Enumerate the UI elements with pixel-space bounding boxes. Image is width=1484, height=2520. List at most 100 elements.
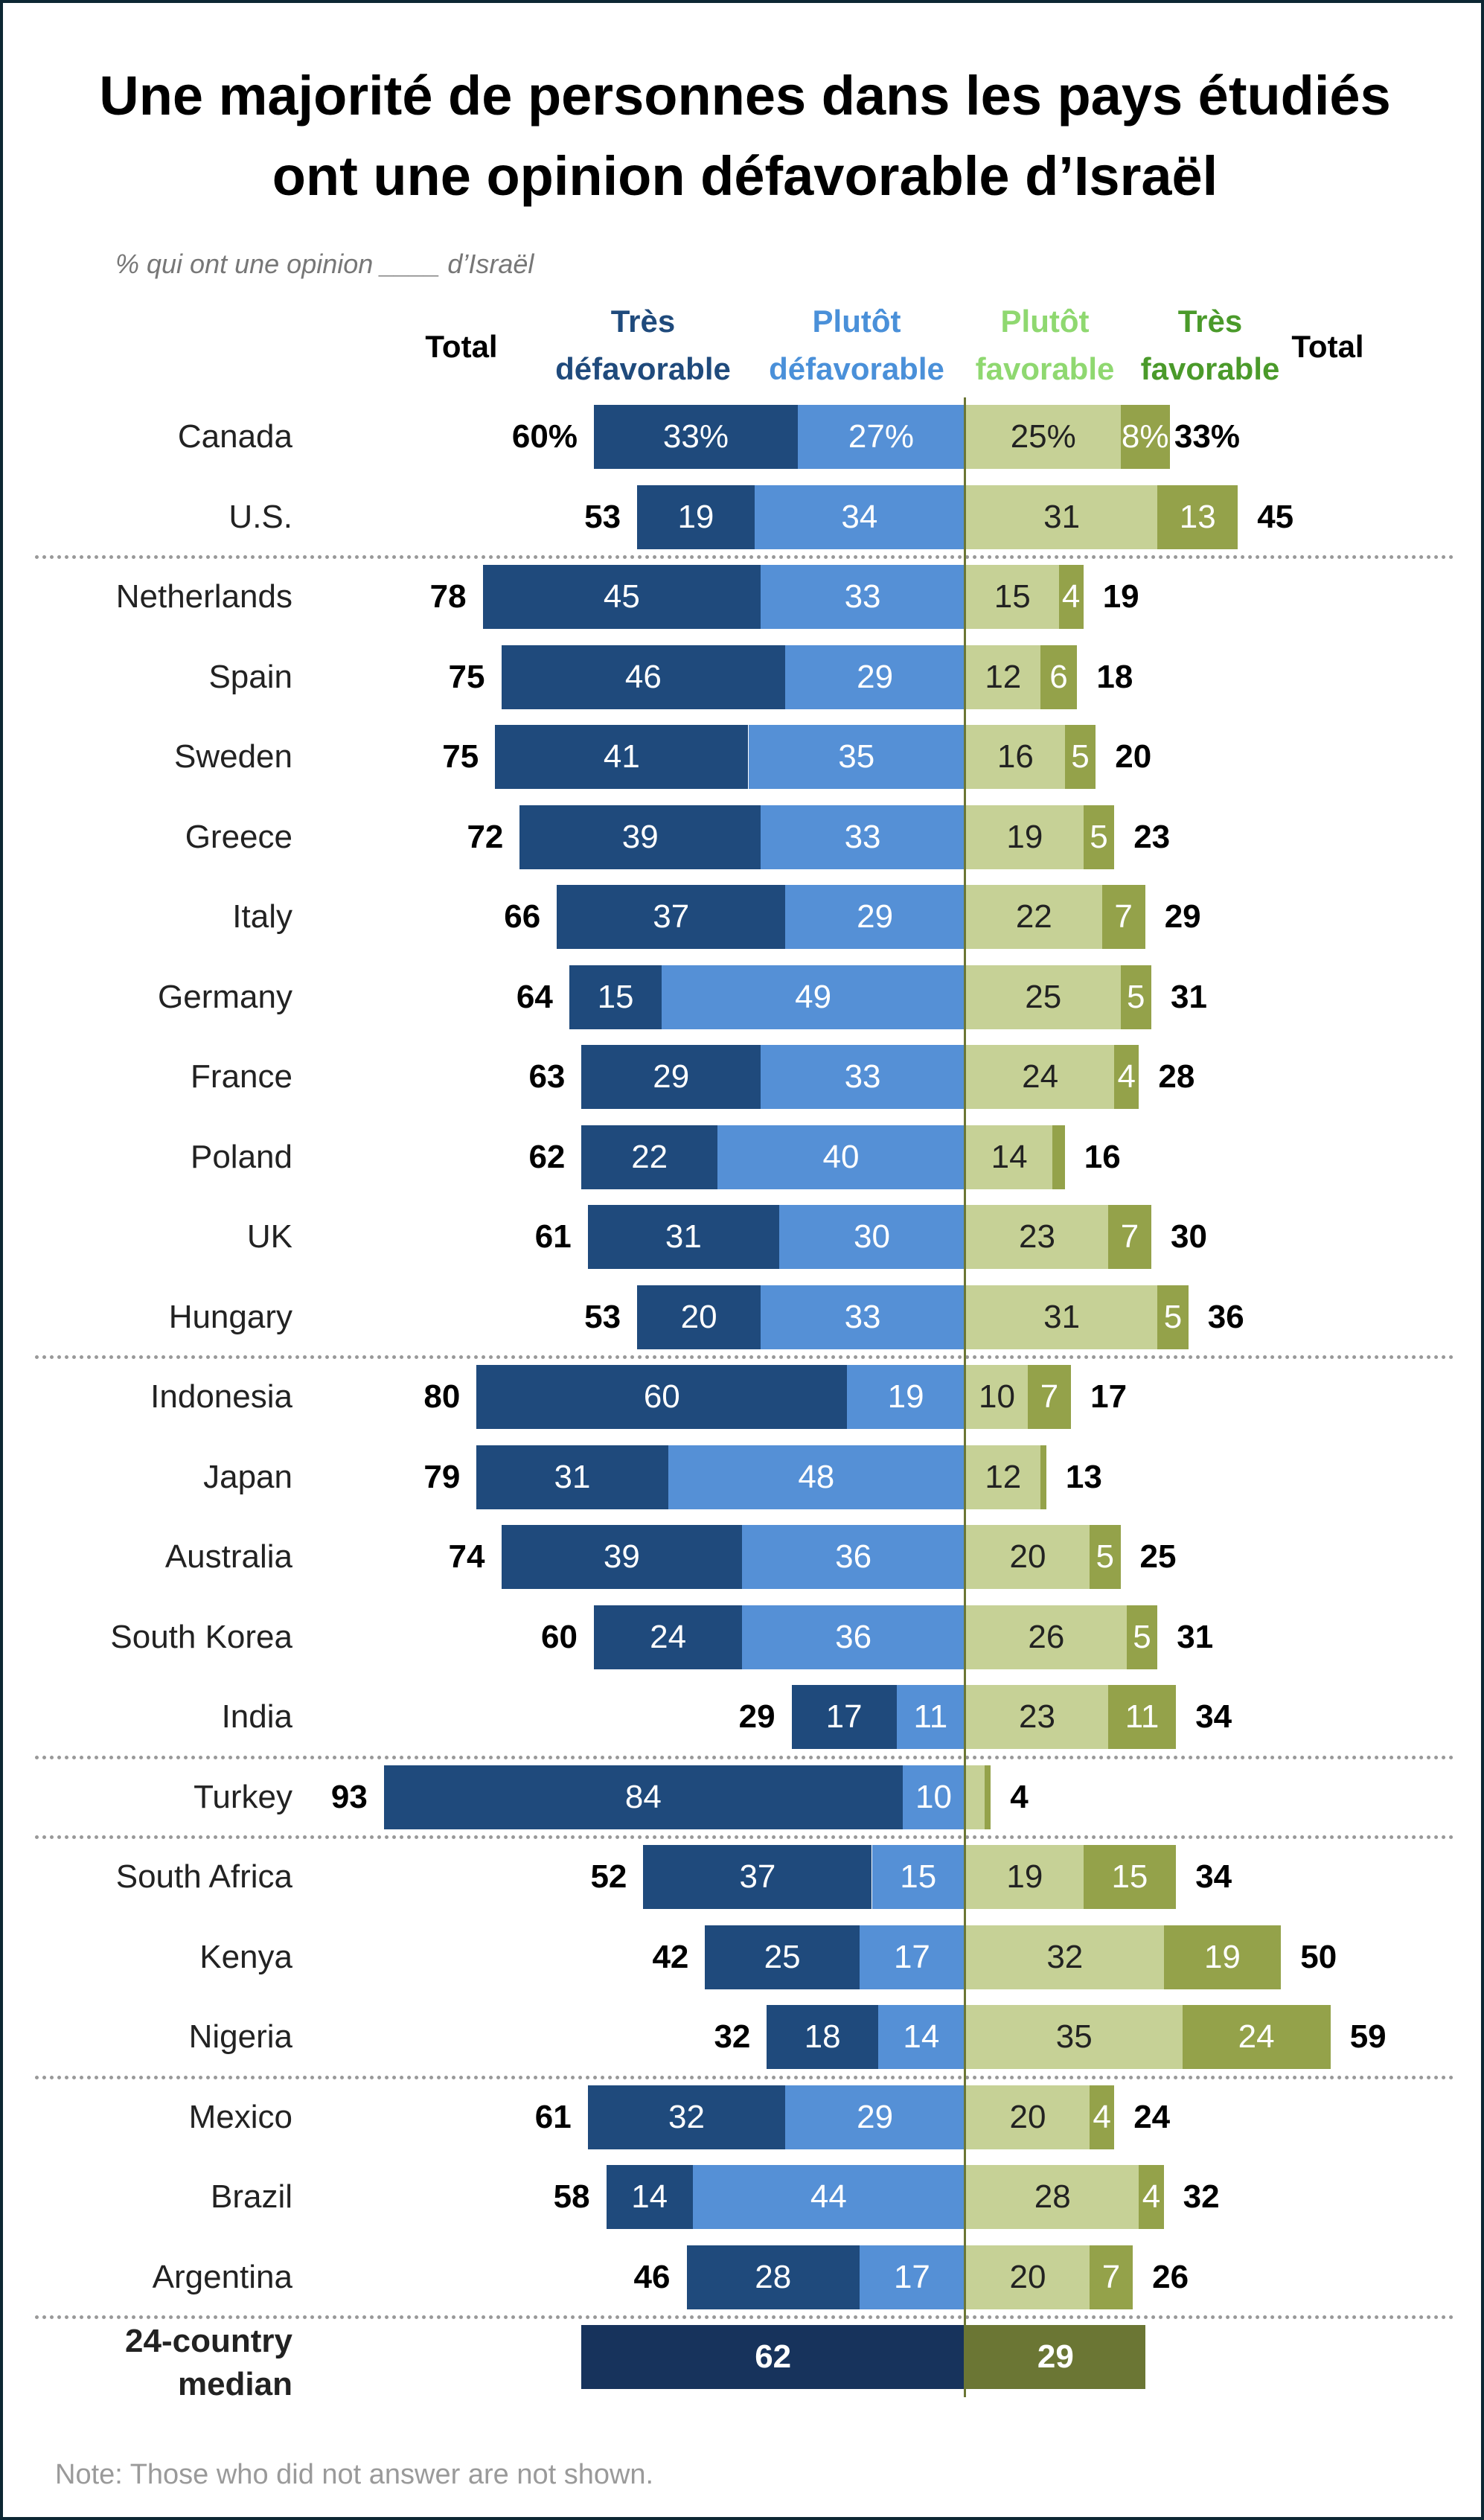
country-label: Netherlands bbox=[115, 578, 292, 615]
header-line: défavorable bbox=[769, 351, 944, 386]
country-label: Indonesia bbox=[150, 1378, 292, 1415]
total-unfavorable-label: 46 bbox=[633, 2258, 671, 2295]
bar-very-favorable: 7 bbox=[1090, 2245, 1133, 2309]
header-somewhat-favorable: Plutôt favorable bbox=[933, 298, 1157, 393]
footnote: Note: Those who did not answer are not s… bbox=[55, 2459, 654, 2490]
header-very-favorable: Très favorable bbox=[1098, 298, 1322, 393]
country-label: Brazil bbox=[210, 2178, 292, 2215]
header-somewhat-unfavorable: Plutôt défavorable bbox=[745, 298, 968, 393]
bar-somewhat-unfavorable: 48 bbox=[668, 1445, 965, 1509]
total-favorable-label: 24 bbox=[1133, 2098, 1171, 2135]
bar-very-unfavorable: 37 bbox=[557, 885, 786, 949]
bar-very-unfavorable: 39 bbox=[519, 805, 761, 869]
bar-somewhat-unfavorable: 33 bbox=[761, 1285, 965, 1349]
bar-somewhat-unfavorable: 33 bbox=[761, 1045, 965, 1109]
bar-very-unfavorable: 14 bbox=[606, 2165, 693, 2229]
total-unfavorable-label: 78 bbox=[429, 578, 467, 615]
total-unfavorable-label: 64 bbox=[516, 978, 553, 1015]
bar-somewhat-unfavorable: 49 bbox=[662, 965, 965, 1029]
bar-somewhat-favorable: 25% bbox=[966, 405, 1121, 469]
bar-somewhat-favorable: 16 bbox=[966, 725, 1065, 789]
bar-very-unfavorable: 20 bbox=[637, 1285, 761, 1349]
country-label: Sweden bbox=[173, 738, 292, 775]
bar-very-favorable: 7 bbox=[1107, 1205, 1151, 1269]
country-label: France bbox=[191, 1058, 292, 1095]
bar-somewhat-unfavorable: 15 bbox=[871, 1845, 965, 1909]
header-line: Très bbox=[610, 304, 676, 339]
country-label: India bbox=[221, 1698, 292, 1735]
bar-very-favorable: 5 bbox=[1083, 805, 1115, 869]
total-favorable-label: 50 bbox=[1300, 1938, 1337, 1975]
header-line: défavorable bbox=[555, 351, 731, 386]
country-label: U.S. bbox=[228, 498, 292, 535]
total-favorable-label: 18 bbox=[1096, 658, 1133, 695]
total-favorable-label: 28 bbox=[1158, 1058, 1195, 1095]
group-separator bbox=[35, 1355, 1454, 1360]
bar-very-favorable bbox=[984, 1765, 991, 1829]
total-unfavorable-label: 61 bbox=[534, 2098, 572, 2135]
zero-axis-line bbox=[964, 397, 966, 2397]
country-label: Greece bbox=[185, 818, 292, 855]
bar-very-unfavorable: 18 bbox=[767, 2005, 878, 2069]
bar-somewhat-favorable: 31 bbox=[966, 485, 1158, 549]
country-label: Turkey bbox=[194, 1778, 292, 1815]
total-favorable-label: 23 bbox=[1133, 818, 1171, 855]
total-unfavorable-label: 60 bbox=[541, 1618, 578, 1655]
country-label: Hungary bbox=[168, 1298, 292, 1335]
bar-very-unfavorable: 33% bbox=[594, 405, 798, 469]
group-separator bbox=[35, 2075, 1454, 2079]
group-separator bbox=[35, 1835, 1454, 1840]
bar-very-favorable: 24 bbox=[1182, 2005, 1331, 2069]
bar-very-unfavorable: 15 bbox=[569, 965, 662, 1029]
country-label: Italy bbox=[232, 898, 292, 935]
bar-very-favorable: 5 bbox=[1157, 1285, 1189, 1349]
bar-somewhat-favorable: 19 bbox=[966, 1845, 1084, 1909]
bar-somewhat-unfavorable: 33 bbox=[761, 805, 965, 869]
total-unfavorable-label: 52 bbox=[590, 1858, 627, 1895]
country-label: Mexico bbox=[188, 2098, 292, 2135]
bar-very-favorable: 13 bbox=[1157, 485, 1238, 549]
total-favorable-label: 19 bbox=[1102, 578, 1139, 615]
total-favorable-label: 29 bbox=[1164, 898, 1201, 935]
total-unfavorable-label: 75 bbox=[448, 658, 485, 695]
bar-very-favorable: 8% bbox=[1120, 405, 1170, 469]
bar-somewhat-unfavorable: 11 bbox=[896, 1685, 965, 1749]
bar-very-favorable: 5 bbox=[1064, 725, 1096, 789]
bar-very-favorable: 7 bbox=[1028, 1365, 1072, 1429]
total-favorable-label: 45 bbox=[1257, 498, 1294, 535]
total-unfavorable-label: 53 bbox=[584, 498, 621, 535]
total-unfavorable-label: 32 bbox=[714, 2018, 751, 2055]
total-favorable-label: 17 bbox=[1090, 1378, 1128, 1415]
total-favorable-label: 33% bbox=[1174, 418, 1240, 455]
bar-very-unfavorable: 31 bbox=[587, 1205, 779, 1269]
chart-title-line-1: Une majorité de personnes dans les pays … bbox=[99, 65, 1391, 127]
bar-somewhat-unfavorable: 34 bbox=[754, 485, 965, 549]
bar-somewhat-favorable: 12 bbox=[966, 645, 1040, 709]
bar-somewhat-favorable: 24 bbox=[966, 1045, 1115, 1109]
bar-very-unfavorable: 19 bbox=[637, 485, 755, 549]
total-unfavorable-label: 42 bbox=[652, 1938, 689, 1975]
bar-somewhat-favorable: 14 bbox=[966, 1125, 1053, 1189]
bar-somewhat-unfavorable: 44 bbox=[692, 2165, 965, 2229]
country-label: Japan bbox=[203, 1458, 292, 1495]
bar-somewhat-favorable: 35 bbox=[966, 2005, 1183, 2069]
bar-very-favorable: 4 bbox=[1139, 2165, 1164, 2229]
total-unfavorable-label: 60% bbox=[511, 418, 578, 455]
total-unfavorable-label: 53 bbox=[584, 1298, 621, 1335]
bar-very-unfavorable: 28 bbox=[686, 2245, 860, 2309]
bar-somewhat-favorable: 20 bbox=[966, 2245, 1090, 2309]
total-favorable-label: 16 bbox=[1084, 1138, 1121, 1175]
bar-somewhat-favorable: 22 bbox=[966, 885, 1102, 949]
total-unfavorable-label: 66 bbox=[504, 898, 541, 935]
header-line: Très bbox=[1177, 304, 1243, 339]
bar-somewhat-favorable: 26 bbox=[966, 1605, 1127, 1669]
bar-very-unfavorable: 17 bbox=[791, 1685, 897, 1749]
bar-median-favorable: 29 bbox=[966, 2325, 1145, 2389]
bar-somewhat-favorable bbox=[966, 1765, 985, 1829]
country-label: South Korea bbox=[110, 1618, 292, 1655]
total-favorable-label: 13 bbox=[1065, 1458, 1102, 1495]
bar-very-favorable: 19 bbox=[1163, 1925, 1282, 1989]
bar-very-favorable bbox=[1052, 1125, 1065, 1189]
group-separator bbox=[35, 555, 1454, 560]
